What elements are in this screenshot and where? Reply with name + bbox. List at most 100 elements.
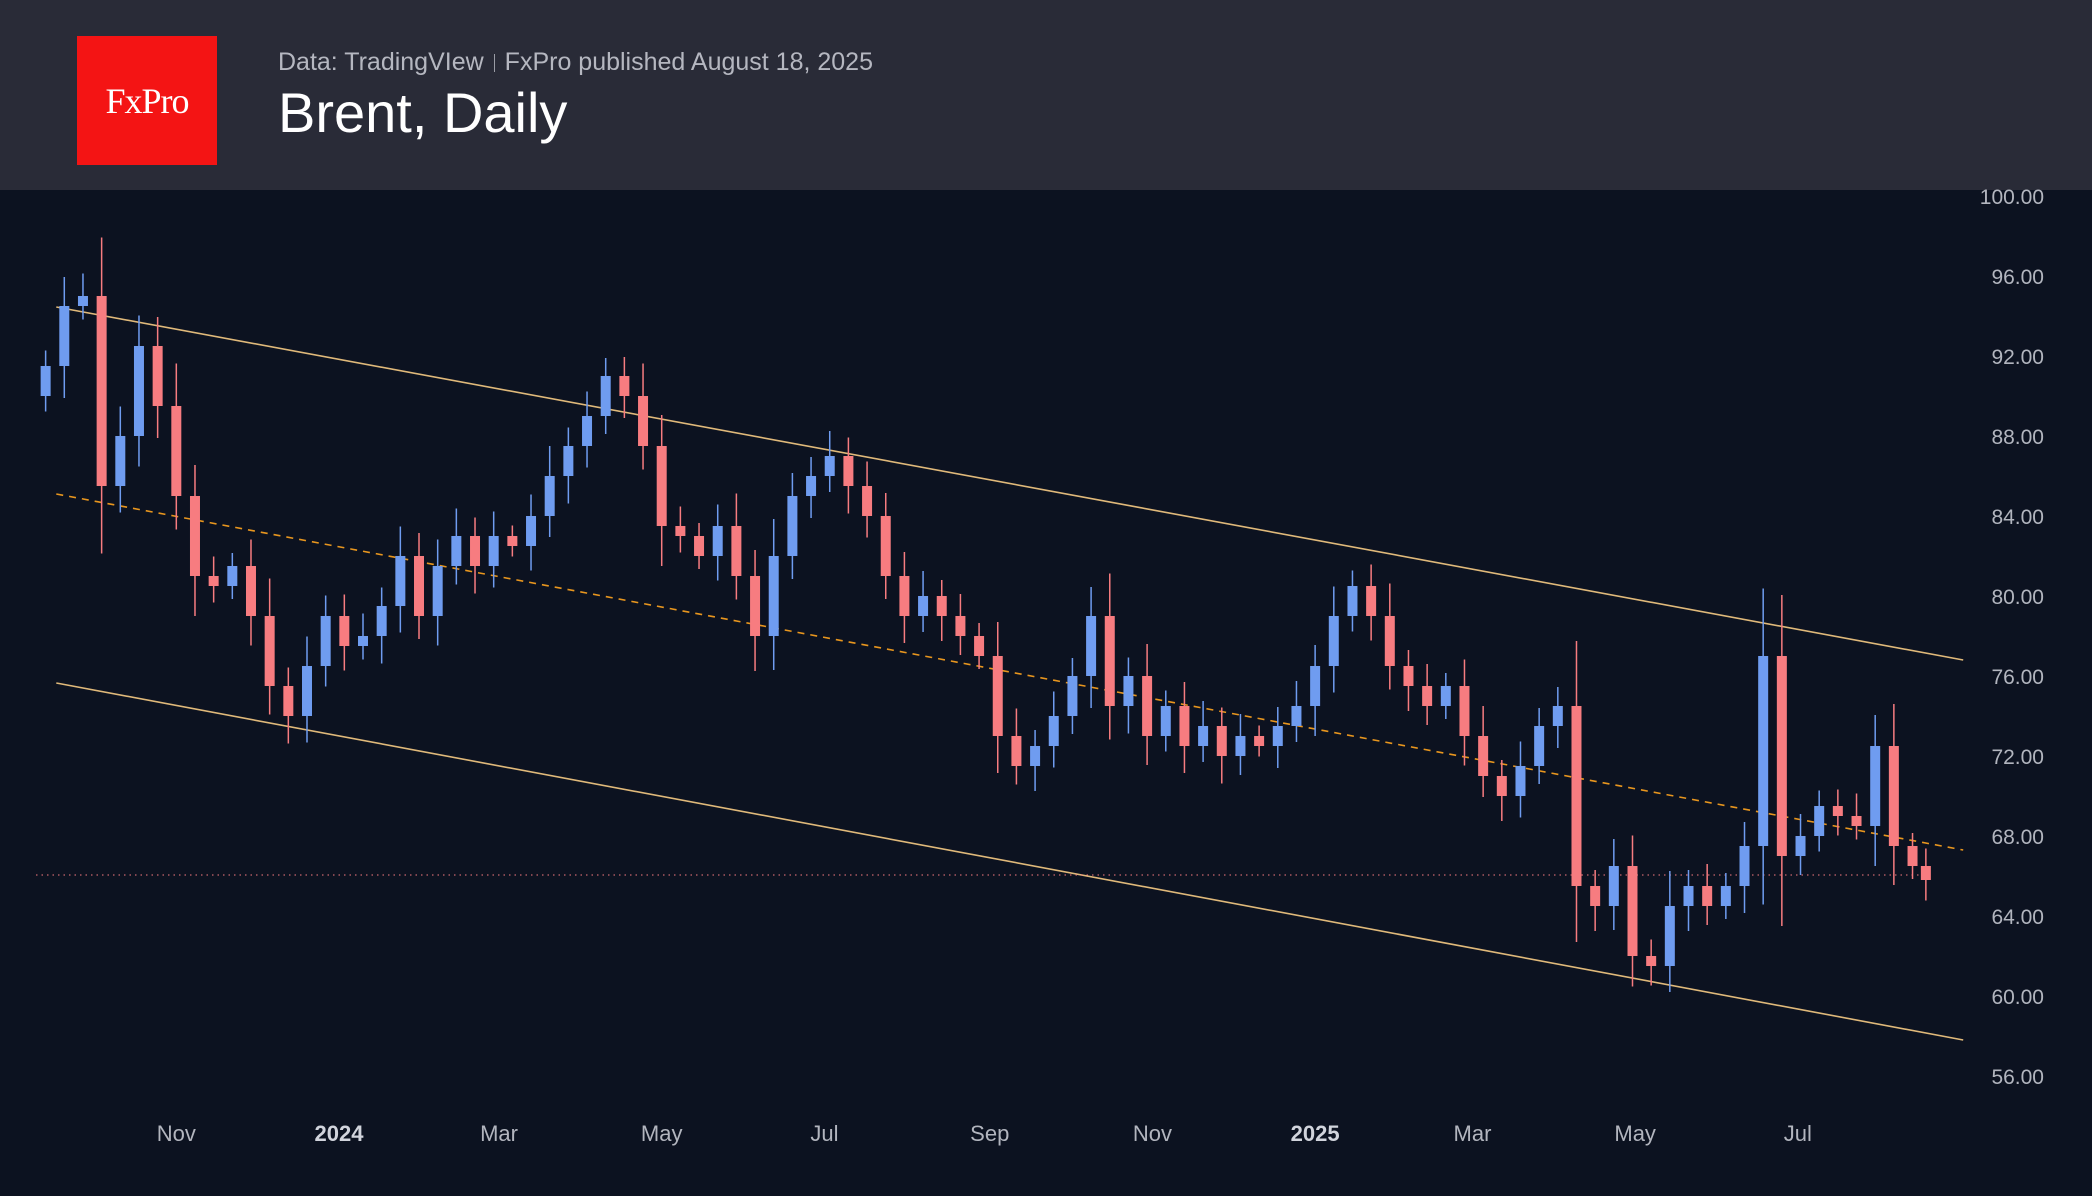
- candle-body: [656, 446, 667, 526]
- candle-body: [1478, 736, 1489, 776]
- candle-body: [824, 456, 835, 476]
- candle-body: [1086, 616, 1097, 676]
- candle-body: [358, 636, 369, 646]
- time-tick-label: Nov: [157, 1121, 196, 1146]
- candle-body: [1646, 956, 1657, 966]
- price-tick-label: 76.00: [1991, 666, 2044, 689]
- candle-body: [1160, 706, 1171, 736]
- candle-body: [1440, 686, 1451, 706]
- candle-body: [992, 656, 1003, 736]
- candle-body: [1683, 886, 1694, 906]
- candle-body: [451, 536, 462, 566]
- candle-body: [1310, 666, 1321, 706]
- candle-body: [1422, 686, 1433, 706]
- time-tick-label: Mar: [480, 1121, 518, 1146]
- candle-body: [77, 296, 88, 306]
- candle-body: [974, 636, 985, 656]
- candles: [40, 237, 1931, 992]
- candle-body: [1347, 586, 1358, 616]
- candle-body: [1104, 616, 1115, 706]
- time-tick-label: Jul: [810, 1121, 838, 1146]
- time-tick-label: Nov: [1133, 1121, 1172, 1146]
- candle-body: [675, 526, 686, 536]
- candle-body: [600, 376, 611, 416]
- time-axis: Nov 2024 Mar May Jul Sep Nov 2025 Mar May Jul: [157, 1121, 1812, 1146]
- candle-body: [59, 306, 70, 366]
- candle-body: [96, 296, 107, 486]
- candle-body: [1739, 846, 1750, 886]
- data-source: Data: TradingVIew: [278, 48, 484, 76]
- candle-body: [1291, 706, 1302, 726]
- candle-body: [731, 526, 742, 576]
- candle-body: [1496, 776, 1507, 796]
- candle-body: [171, 406, 182, 496]
- candle-body: [208, 576, 219, 586]
- candle-body: [526, 516, 537, 546]
- candle-body: [1552, 706, 1563, 726]
- candle-body: [1534, 726, 1545, 766]
- candle-body: [376, 606, 387, 636]
- candle-body: [563, 446, 574, 476]
- price-tick-label: 96.00: [1991, 266, 2044, 289]
- candle-body: [1328, 616, 1339, 666]
- candle-body: [936, 596, 947, 616]
- candle-body: [1720, 886, 1731, 906]
- candle-body: [115, 436, 126, 486]
- candle-body: [432, 566, 443, 616]
- candle-body: [843, 456, 854, 486]
- candle-body: [638, 396, 649, 446]
- candle-body: [283, 686, 294, 716]
- candle-body: [1384, 616, 1395, 666]
- candle-body: [470, 536, 481, 566]
- price-tick-label: 88.00: [1991, 426, 2044, 449]
- candle-body: [1795, 836, 1806, 856]
- candle-body: [1870, 746, 1881, 826]
- time-tick-label: Mar: [1454, 1121, 1492, 1146]
- candle-body: [395, 556, 406, 606]
- channel-lower-line: [56, 682, 1964, 1041]
- candle-body: [301, 666, 312, 716]
- candle-body: [1832, 806, 1843, 816]
- candle-body: [245, 566, 256, 616]
- candle-body: [619, 376, 630, 396]
- price-tick-label: 84.00: [1991, 506, 2044, 529]
- candle-body: [880, 516, 891, 576]
- price-tick-label: 100.00: [1980, 186, 2044, 209]
- price-tick-label: 72.00: [1991, 746, 2044, 769]
- candle-body: [1011, 736, 1022, 766]
- candle-body: [1366, 586, 1377, 616]
- candle-body: [152, 346, 163, 406]
- candle-body: [414, 556, 425, 616]
- fxpro-logo: FxPro: [77, 36, 217, 165]
- candle-body: [488, 536, 499, 566]
- price-tick-label: 68.00: [1991, 826, 2044, 849]
- candle-body: [750, 576, 761, 636]
- candle-body: [1608, 866, 1619, 906]
- divider: [493, 54, 495, 73]
- price-axis: 100.00 96.00 92.00 88.00 84.00 80.00 76.00 72.0…: [1980, 186, 2044, 1089]
- time-tick-label: Sep: [970, 1121, 1009, 1146]
- time-tick-label: Jul: [1784, 1121, 1812, 1146]
- candle-body: [339, 616, 350, 646]
- candle-body: [768, 556, 779, 636]
- candle-body: [507, 536, 518, 546]
- candle-body: [1142, 676, 1153, 736]
- candle-body: [1920, 866, 1931, 880]
- channel-upper-line: [56, 306, 1964, 661]
- time-tick-label: May: [641, 1121, 683, 1146]
- time-tick-label: 2024: [315, 1121, 365, 1146]
- candle-body: [712, 526, 723, 556]
- candle-body: [1048, 716, 1059, 746]
- published-date: FxPro published August 18, 2025: [504, 48, 873, 76]
- candle-body: [1198, 726, 1209, 746]
- chart-title: Brent, Daily: [278, 81, 568, 144]
- candle-body: [787, 496, 798, 556]
- candle-body: [694, 536, 705, 556]
- candle-body: [1627, 866, 1638, 956]
- candle-body: [1758, 656, 1769, 846]
- candle-body: [899, 576, 910, 616]
- candle-body: [264, 616, 275, 686]
- candle-body: [806, 476, 817, 496]
- candle-body: [582, 416, 593, 446]
